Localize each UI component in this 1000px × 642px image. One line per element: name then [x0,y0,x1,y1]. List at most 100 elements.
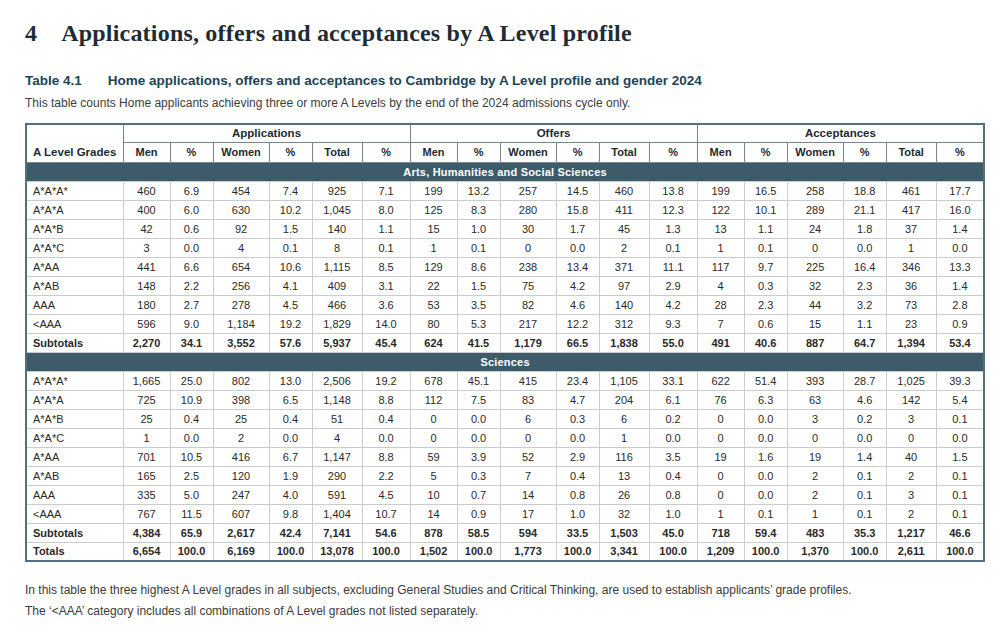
value-cell: 4.2 [649,295,697,314]
value-cell: 73 [886,295,936,314]
data-table: A Level Grades Applications Offers Accep… [25,123,985,562]
value-cell: 0.0 [649,428,697,447]
value-cell: 53.4 [936,333,984,352]
value-cell: 0.0 [457,409,500,428]
value-cell: 2.9 [556,447,599,466]
table-caption: Table 4.1Home applications, offers and a… [25,73,985,88]
value-cell: 0.0 [936,238,984,257]
value-cell: 1.7 [556,219,599,238]
value-cell: 0.1 [843,485,886,504]
value-cell: 335 [123,485,170,504]
value-cell: 46.6 [936,523,984,542]
value-cell: 100.0 [362,542,410,561]
value-cell: 45 [599,219,649,238]
value-cell: 3 [886,409,936,428]
value-cell: 596 [123,314,170,333]
value-cell: 3.9 [457,447,500,466]
value-cell: 393 [787,371,843,390]
value-cell: 37 [886,219,936,238]
value-cell: 7 [697,314,744,333]
value-cell: 4.7 [556,390,599,409]
table-row: Totals6,654100.06,169100.013,078100.01,5… [26,542,984,561]
value-cell: 767 [123,504,170,523]
value-cell: 33.5 [556,523,599,542]
value-cell: 0.1 [744,504,787,523]
value-cell: 13,078 [312,542,362,561]
value-cell: 290 [312,466,362,485]
value-cell: 15.8 [556,200,599,219]
value-cell: 1,370 [787,542,843,561]
grade-cell: A*A*A* [26,371,123,390]
value-cell: 624 [410,333,457,352]
value-cell: 10.6 [269,257,312,276]
value-cell: 878 [410,523,457,542]
value-cell: 280 [500,200,556,219]
value-cell: 4.5 [269,295,312,314]
value-cell: 1.5 [936,447,984,466]
value-cell: 0.1 [457,238,500,257]
value-cell: 0.9 [457,504,500,523]
value-cell: 6.1 [649,390,697,409]
value-cell: 0.1 [936,409,984,428]
value-cell: 25 [123,409,170,428]
grade-cell: A*A*A [26,200,123,219]
value-cell: 4.6 [843,390,886,409]
group-header-applications: Applications [123,124,410,142]
value-cell: 21.1 [843,200,886,219]
value-cell: 0 [697,428,744,447]
value-cell: 0.0 [556,238,599,257]
value-cell: 83 [500,390,556,409]
value-cell: 1.4 [936,219,984,238]
value-cell: 7.4 [269,181,312,200]
table-row: Subtotals4,38465.92,61742.47,14154.68785… [26,523,984,542]
value-cell: 1,502 [410,542,457,561]
value-cell: 6,169 [213,542,269,561]
value-cell: 3,341 [599,542,649,561]
value-cell: 0.0 [170,428,213,447]
value-cell: 0.6 [170,219,213,238]
value-cell: 19.2 [362,371,410,390]
value-cell: 678 [410,371,457,390]
value-cell: 11.5 [170,504,213,523]
table-row: A*A*C10.020.040.000.000.010.000.000.000.… [26,428,984,447]
value-cell: 1.5 [457,276,500,295]
value-cell: 42 [123,219,170,238]
value-cell: 3.5 [457,295,500,314]
value-cell: 217 [500,314,556,333]
value-cell: 4.1 [269,276,312,295]
value-cell: 34.1 [170,333,213,352]
value-cell: 42.4 [269,523,312,542]
col-header-pct: % [362,142,410,162]
value-cell: 116 [599,447,649,466]
value-cell: 17 [500,504,556,523]
table-row: <AAA5969.01,18419.21,82914.0805.321712.2… [26,314,984,333]
value-cell: 57.6 [269,333,312,352]
value-cell: 28 [697,295,744,314]
value-cell: 180 [123,295,170,314]
value-cell: 1,838 [599,333,649,352]
table-row: <AAA76711.56079.81,40410.7140.9171.0321.… [26,504,984,523]
value-cell: 4.6 [556,295,599,314]
grade-cell: <AAA [26,504,123,523]
section-title-text: Applications, offers and acceptances by … [61,20,632,46]
value-cell: 45.4 [362,333,410,352]
value-cell: 2,270 [123,333,170,352]
value-cell: 2 [787,466,843,485]
value-cell: 0.1 [269,238,312,257]
table-row: A*AA70110.54166.71,1478.8593.9522.91163.… [26,447,984,466]
value-cell: 12.2 [556,314,599,333]
value-cell: 0.3 [556,409,599,428]
value-cell: 1,665 [123,371,170,390]
value-cell: 8 [312,238,362,257]
value-cell: 13 [599,466,649,485]
value-cell: 9.7 [744,257,787,276]
value-cell: 26 [599,485,649,504]
value-cell: 63 [787,390,843,409]
value-cell: 23.4 [556,371,599,390]
section-title: Sciences [26,352,984,371]
value-cell: 4.5 [362,485,410,504]
value-cell: 718 [697,523,744,542]
column-header-row: Men % Women % Total % Men % Women % Tota… [26,142,984,162]
value-cell: 1 [697,238,744,257]
col-header-men: Men [410,142,457,162]
